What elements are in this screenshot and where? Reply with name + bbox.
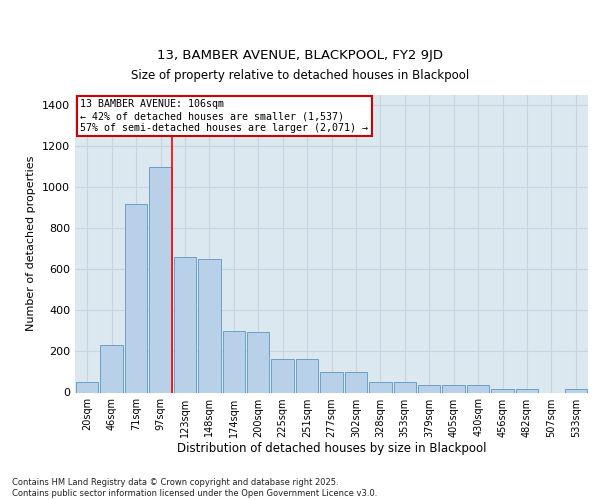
Bar <box>369 382 392 392</box>
Bar <box>565 390 587 392</box>
Bar <box>491 390 514 392</box>
Bar <box>247 332 269 392</box>
Bar <box>76 382 98 392</box>
Bar <box>271 358 294 392</box>
Bar <box>296 358 319 392</box>
Text: 13, BAMBER AVENUE, BLACKPOOL, FY2 9JD: 13, BAMBER AVENUE, BLACKPOOL, FY2 9JD <box>157 50 443 62</box>
Text: Size of property relative to detached houses in Blackpool: Size of property relative to detached ho… <box>131 70 469 82</box>
Bar <box>394 382 416 392</box>
Bar <box>100 346 123 393</box>
Bar <box>344 372 367 392</box>
Text: Contains HM Land Registry data © Crown copyright and database right 2025.
Contai: Contains HM Land Registry data © Crown c… <box>12 478 377 498</box>
Bar <box>467 386 490 392</box>
Bar <box>125 204 148 392</box>
Text: 13 BAMBER AVENUE: 106sqm
← 42% of detached houses are smaller (1,537)
57% of sem: 13 BAMBER AVENUE: 106sqm ← 42% of detach… <box>80 100 368 132</box>
Bar <box>320 372 343 392</box>
Bar <box>515 390 538 392</box>
Bar <box>442 386 465 392</box>
Bar <box>198 259 221 392</box>
Bar <box>418 386 440 392</box>
Y-axis label: Number of detached properties: Number of detached properties <box>26 156 37 332</box>
Bar <box>149 167 172 392</box>
Bar <box>173 257 196 392</box>
X-axis label: Distribution of detached houses by size in Blackpool: Distribution of detached houses by size … <box>177 442 486 456</box>
Bar <box>223 331 245 392</box>
